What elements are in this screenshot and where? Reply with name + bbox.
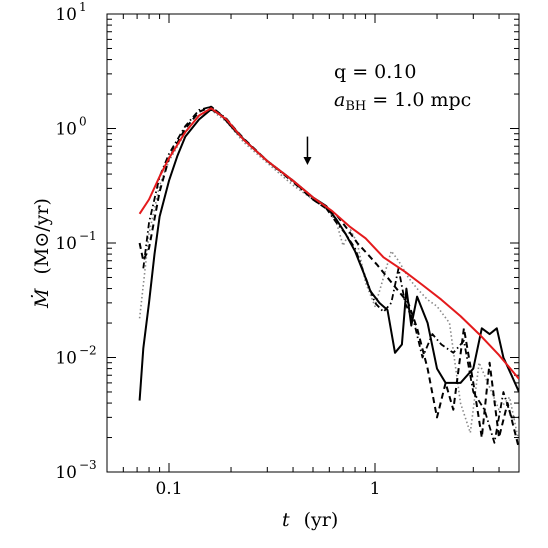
y-tick-exponent: 1 <box>79 0 87 14</box>
x-tick-label: 1 <box>370 479 381 499</box>
series-line-red-solid <box>138 107 519 380</box>
y-tick-label: 10 <box>55 5 77 25</box>
x-tick-label: 0.1 <box>155 479 182 499</box>
y-tick-exponent: 0 <box>79 115 87 129</box>
y-tick-exponent: −2 <box>79 344 97 358</box>
y-tick-exponent: −1 <box>79 229 97 243</box>
arrow-marker <box>303 136 312 165</box>
annotation-q: q = 0.10 <box>334 61 416 83</box>
y-axis-label: Ṁ(M⊙/yr) <box>30 198 53 309</box>
series-line-black-dashed <box>138 105 519 449</box>
y-tick-label: 10 <box>55 463 77 483</box>
annotation-a-bh: aBH = 1.0 mpc <box>334 89 471 114</box>
y-tick-label: 10 <box>55 349 77 369</box>
series-lines <box>138 105 519 449</box>
y-tick-label: 10 <box>55 234 77 254</box>
x-axis-label: t (yr) <box>282 509 338 531</box>
y-tick-exponent: −3 <box>79 458 97 472</box>
series-line-black-solid <box>138 108 519 401</box>
axis-ticks <box>106 13 520 473</box>
series-line-black-dotted <box>138 109 519 443</box>
series-line-black-dashdot <box>142 105 519 444</box>
y-tick-label: 10 <box>55 120 77 140</box>
plot-frame <box>106 13 520 473</box>
arrow-head <box>303 156 312 165</box>
